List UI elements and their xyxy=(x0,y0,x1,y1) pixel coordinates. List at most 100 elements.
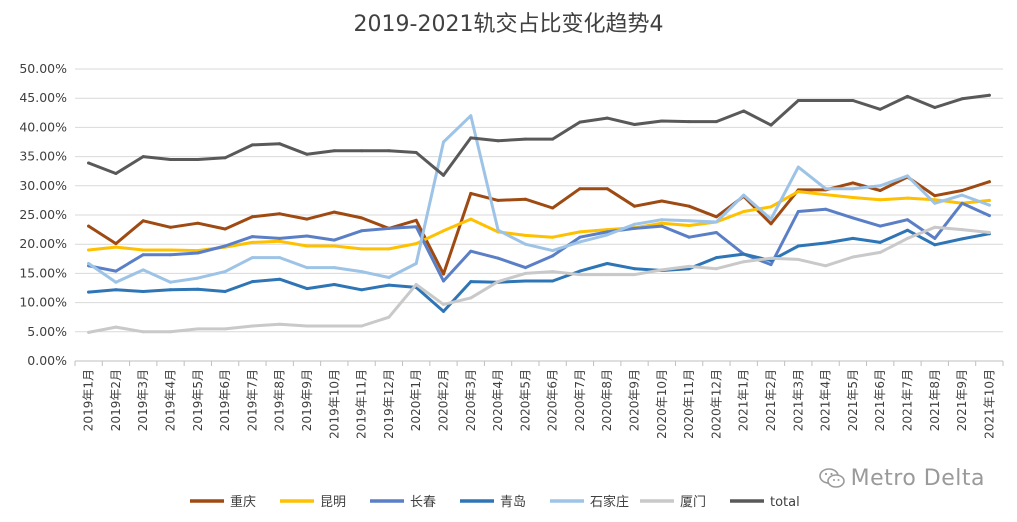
data-point xyxy=(114,172,118,175)
data-point xyxy=(387,283,391,287)
data-point xyxy=(633,226,636,230)
data-point xyxy=(442,279,445,283)
series-line-石家庄 xyxy=(87,114,991,284)
data-point xyxy=(169,280,172,284)
data-point xyxy=(714,120,718,124)
data-point xyxy=(141,248,145,252)
data-point xyxy=(851,216,855,220)
data-point xyxy=(442,272,445,276)
data-point xyxy=(824,241,828,245)
legend-label: total xyxy=(770,495,800,510)
data-point xyxy=(796,190,800,194)
data-point xyxy=(851,181,855,185)
data-point xyxy=(305,287,309,291)
data-point xyxy=(605,233,609,237)
data-point xyxy=(114,280,118,284)
data-point xyxy=(442,302,445,306)
data-point xyxy=(414,151,418,154)
x-tick-label: 2019年6月 xyxy=(218,369,232,431)
data-point xyxy=(114,269,118,273)
data-point xyxy=(769,217,773,221)
x-tick-label: 2019年11月 xyxy=(355,369,369,439)
data-point xyxy=(278,142,282,146)
data-point xyxy=(633,273,636,277)
legend-label: 青岛 xyxy=(500,494,526,510)
x-axis-ticks: 2019年1月 2019年2月 2019年3月 2019年4月 2019年5月 2019年… xyxy=(82,369,997,439)
series-line-total xyxy=(87,93,991,177)
x-tick-label: 2021年4月 xyxy=(819,369,833,431)
data-point xyxy=(250,280,254,284)
data-point xyxy=(469,217,473,221)
x-tick-label: 2019年2月 xyxy=(109,369,123,431)
data-point xyxy=(223,156,227,160)
data-point xyxy=(442,229,445,233)
x-tick-label: 2020年3月 xyxy=(464,369,478,431)
data-point xyxy=(960,201,964,205)
data-point xyxy=(687,224,691,227)
data-point xyxy=(960,97,964,101)
data-point xyxy=(769,259,773,263)
data-point xyxy=(769,123,773,127)
y-tick-label: 30.00% xyxy=(19,178,67,193)
data-point xyxy=(360,270,364,274)
y-axis-ticks: 0.00% 5.00% 10.00% 15.00% 20.00% 25.00% 30.00%… xyxy=(19,61,67,368)
data-point xyxy=(578,187,582,191)
data-point xyxy=(933,225,937,229)
data-point xyxy=(141,330,145,334)
data-point xyxy=(878,198,882,202)
x-tick-label: 2021年3月 xyxy=(791,369,805,431)
data-point xyxy=(442,309,445,313)
data-point xyxy=(169,225,172,229)
data-point xyxy=(851,236,855,240)
grid-lines xyxy=(75,68,1003,333)
data-point xyxy=(824,264,828,268)
data-point xyxy=(442,173,445,177)
data-point xyxy=(114,288,118,292)
data-point xyxy=(633,222,636,226)
x-tick-label: 2020年2月 xyxy=(436,369,450,431)
data-point xyxy=(687,264,691,268)
data-point xyxy=(414,225,418,229)
data-point xyxy=(796,210,800,213)
x-tick-label: 2021年8月 xyxy=(928,369,942,431)
data-point xyxy=(851,187,855,191)
data-point xyxy=(360,229,364,233)
data-point xyxy=(878,224,882,228)
data-point xyxy=(987,214,991,218)
x-tick-label: 2020年8月 xyxy=(600,369,614,431)
data-point xyxy=(605,230,609,234)
data-point xyxy=(742,109,746,113)
legend-label: 厦门 xyxy=(680,495,706,510)
x-tick-label: 2021年10月 xyxy=(982,369,996,439)
data-point xyxy=(824,207,828,211)
data-point xyxy=(196,276,200,280)
data-point xyxy=(769,205,773,209)
data-point xyxy=(442,140,445,144)
series-lines xyxy=(87,93,991,334)
data-point xyxy=(605,116,609,120)
data-point xyxy=(933,194,937,198)
data-point xyxy=(878,189,882,192)
data-point xyxy=(387,247,391,251)
data-point xyxy=(496,256,500,260)
data-point xyxy=(960,193,964,197)
x-tick-label: 2020年9月 xyxy=(628,369,642,431)
data-point xyxy=(223,290,227,293)
y-tick-label: 35.00% xyxy=(19,149,67,164)
data-point xyxy=(114,245,118,249)
data-point xyxy=(250,215,254,219)
data-point xyxy=(469,249,473,253)
data-point xyxy=(523,242,527,246)
data-point xyxy=(87,224,91,228)
data-point xyxy=(523,197,527,201)
data-point xyxy=(578,240,582,244)
data-point xyxy=(660,119,664,123)
data-point xyxy=(769,263,773,267)
x-tick-label: 2019年3月 xyxy=(136,369,150,431)
x-tick-label: 2021年9月 xyxy=(955,369,969,431)
data-point xyxy=(824,187,828,191)
x-tick-label: 2021年7月 xyxy=(900,369,914,431)
data-point xyxy=(551,206,555,210)
y-tick-label: 50.00% xyxy=(19,61,67,76)
